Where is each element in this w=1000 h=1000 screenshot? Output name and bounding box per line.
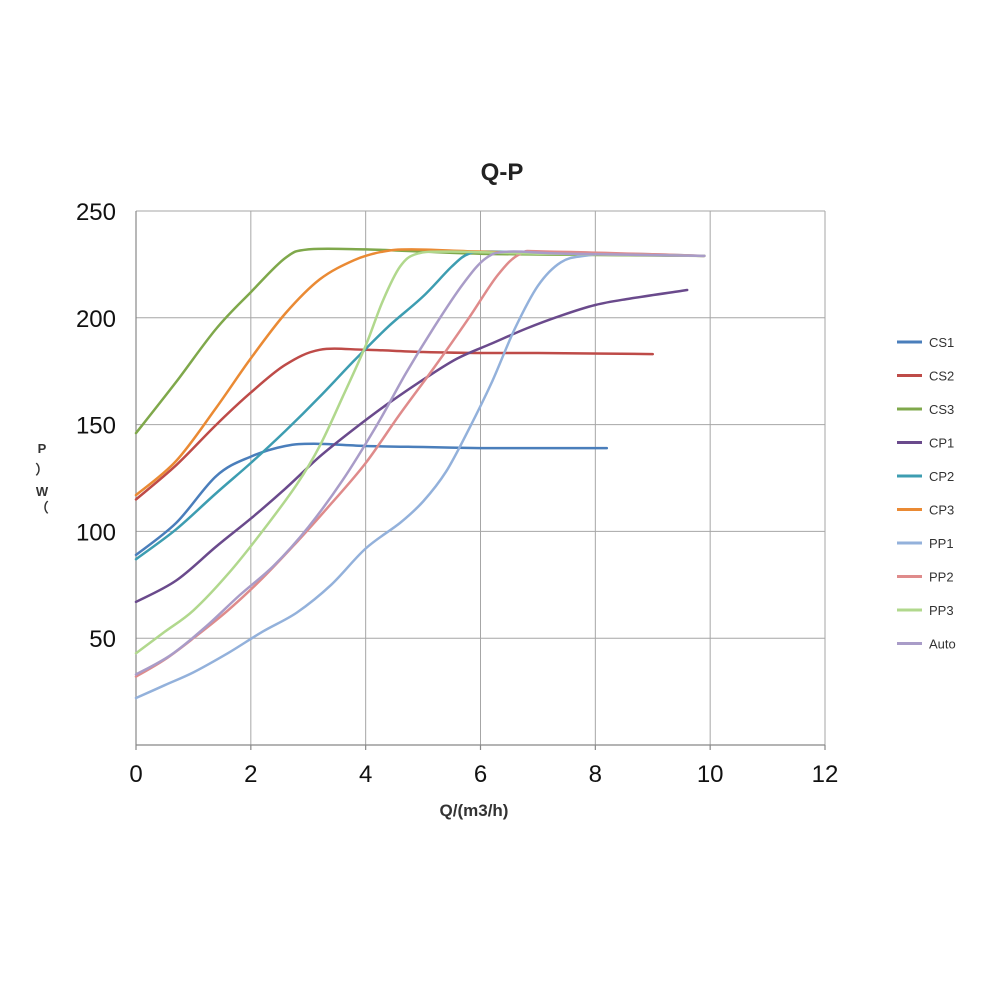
legend-item-cp3: CP3 (897, 503, 954, 518)
x-tick-label: 8 (589, 761, 602, 788)
series-line-pp3 (134, 250, 706, 655)
legend-label: CP3 (929, 503, 954, 518)
legend-item-cp2: CP2 (897, 469, 954, 484)
y-tick-label: 50 (89, 626, 116, 653)
legend-label: CP1 (929, 436, 954, 451)
legend-label: Auto (929, 637, 956, 652)
series-line-cp1 (134, 288, 689, 604)
series-lines (134, 247, 706, 700)
x-tick-label: 6 (474, 761, 487, 788)
legend-item-cs3: CS3 (897, 402, 954, 417)
x-tick-label: 12 (812, 761, 839, 788)
legend-label: PP2 (929, 570, 954, 585)
legend-label: CS3 (929, 402, 954, 417)
grid (136, 210, 826, 745)
y-tick-label: 200 (76, 306, 116, 333)
legend-item-pp3: PP3 (897, 603, 954, 618)
y-tick-label: 250 (76, 199, 116, 226)
y-tick-labels: 50 100 150 200 250 (76, 199, 116, 653)
y-axis-title-char: （ (35, 500, 48, 515)
legend-label: PP3 (929, 603, 954, 618)
y-axis-title-char: W (36, 484, 49, 499)
y-axis-title: P ） W（ (35, 441, 48, 515)
legend-item-auto: Auto (897, 637, 956, 652)
legend-item-pp1: PP1 (897, 536, 954, 551)
series-line-pp1 (134, 252, 706, 700)
series-line-cs2 (134, 347, 655, 501)
x-axis-title: Q/(m3/h) (440, 801, 509, 820)
series-line-cp3 (134, 248, 706, 497)
x-tick-label: 4 (359, 761, 372, 788)
legend-item-cp1: CP1 (897, 436, 954, 451)
legend-label: CP2 (929, 469, 954, 484)
x-tick-label: 10 (697, 761, 724, 788)
series-line-cp2 (134, 250, 706, 561)
series-line-cs1 (134, 442, 609, 557)
x-tick-labels: 0 2 4 6 8 10 12 (129, 761, 838, 788)
x-tick-label: 0 (129, 761, 142, 788)
legend-label: PP1 (929, 536, 954, 551)
y-axis-title-char: ） (35, 462, 48, 477)
legend-label: CS2 (929, 369, 954, 384)
legend-item-pp2: PP2 (897, 570, 954, 585)
axes (135, 211, 826, 750)
legend-item-cs1: CS1 (897, 335, 954, 350)
y-axis-title-char: P (38, 441, 47, 456)
y-tick-label: 100 (76, 519, 116, 546)
legend-label: CS1 (929, 335, 954, 350)
series-line-cs3 (134, 247, 706, 435)
x-tick-label: 2 (244, 761, 257, 788)
legend-item-cs2: CS2 (897, 369, 954, 384)
legend: CS1 CS2 CS3 CP1 CP2 CP3 PP1 PP2 PP3 Auto (897, 335, 956, 652)
series-line-auto (134, 250, 706, 676)
chart-title: Q-P (481, 159, 524, 186)
y-tick-label: 150 (76, 413, 116, 440)
